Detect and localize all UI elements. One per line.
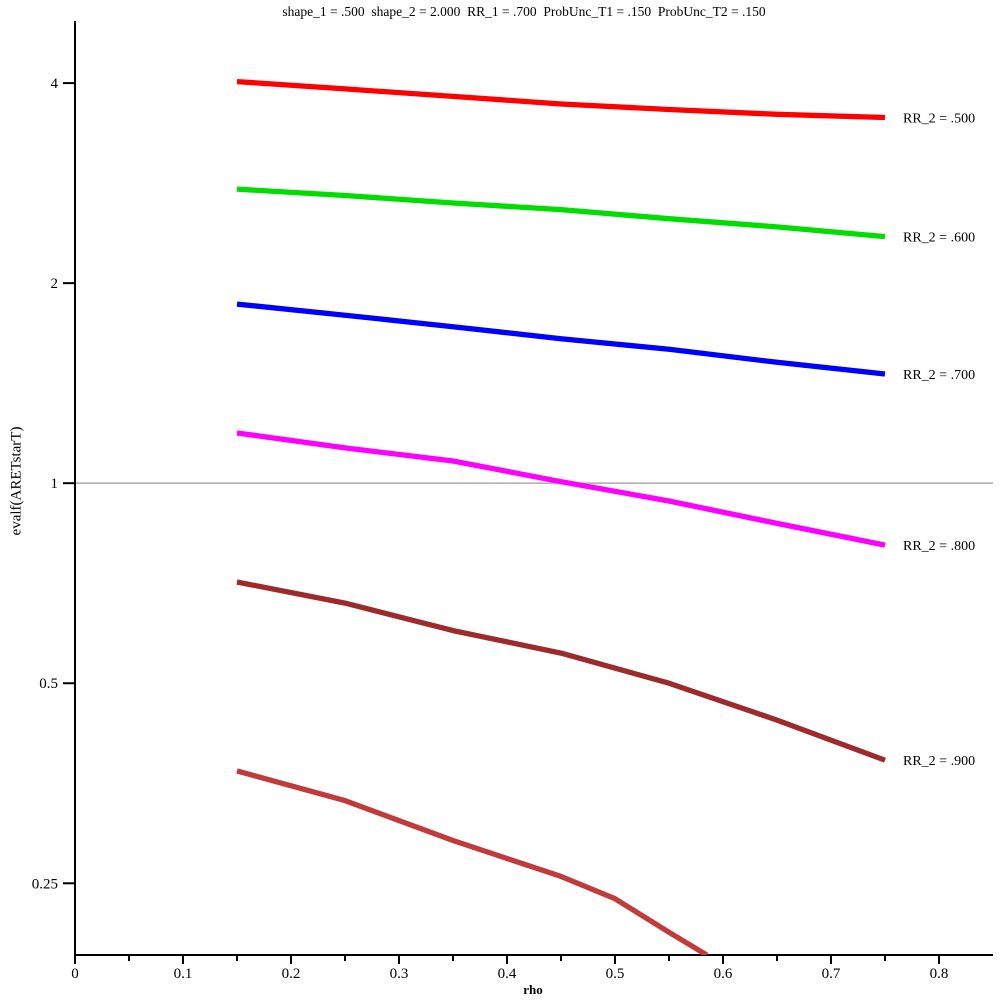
series-line-3: [236, 430, 886, 548]
series-line-5: [236, 768, 709, 955]
x-tick-label: 0.7: [822, 966, 841, 982]
y-axis-title: evalf(ARETstarT): [8, 426, 25, 536]
x-tick-label: 0.4: [498, 966, 517, 982]
x-tick-label: 0: [71, 966, 79, 982]
y-tick-label: 1: [51, 476, 59, 492]
x-tick-label: 0.6: [714, 966, 733, 982]
x-tick-label: 0.3: [390, 966, 409, 982]
x-axis-title: rho: [523, 982, 543, 997]
series-line-2: [236, 301, 886, 377]
x-tick-label: 0.8: [930, 966, 949, 982]
x-tick-label: 0.1: [174, 966, 193, 982]
x-tick-label: 0.5: [606, 966, 625, 982]
y-tick-label: 0.5: [39, 676, 58, 692]
x-tick-label: 0.2: [282, 966, 301, 982]
series-label-1: RR_2 = .600: [903, 231, 975, 246]
series-label-4: RR_2 = .900: [903, 754, 975, 769]
curves-group: [236, 78, 886, 955]
y-tick-label: 2: [51, 276, 59, 292]
plot-title: shape_1 = .500 shape_2 = 2.000 RR_1 = .7…: [282, 4, 766, 19]
series-line-4: [236, 579, 886, 763]
y-tick-label: 0.25: [32, 876, 58, 892]
series-label-2: RR_2 = .700: [903, 368, 975, 383]
series-line-0: [236, 78, 886, 121]
y-tick-label: 4: [51, 76, 59, 92]
series-label-0: RR_2 = .500: [903, 112, 975, 127]
series-label-3: RR_2 = .800: [903, 539, 975, 554]
series-line-1: [236, 186, 886, 240]
